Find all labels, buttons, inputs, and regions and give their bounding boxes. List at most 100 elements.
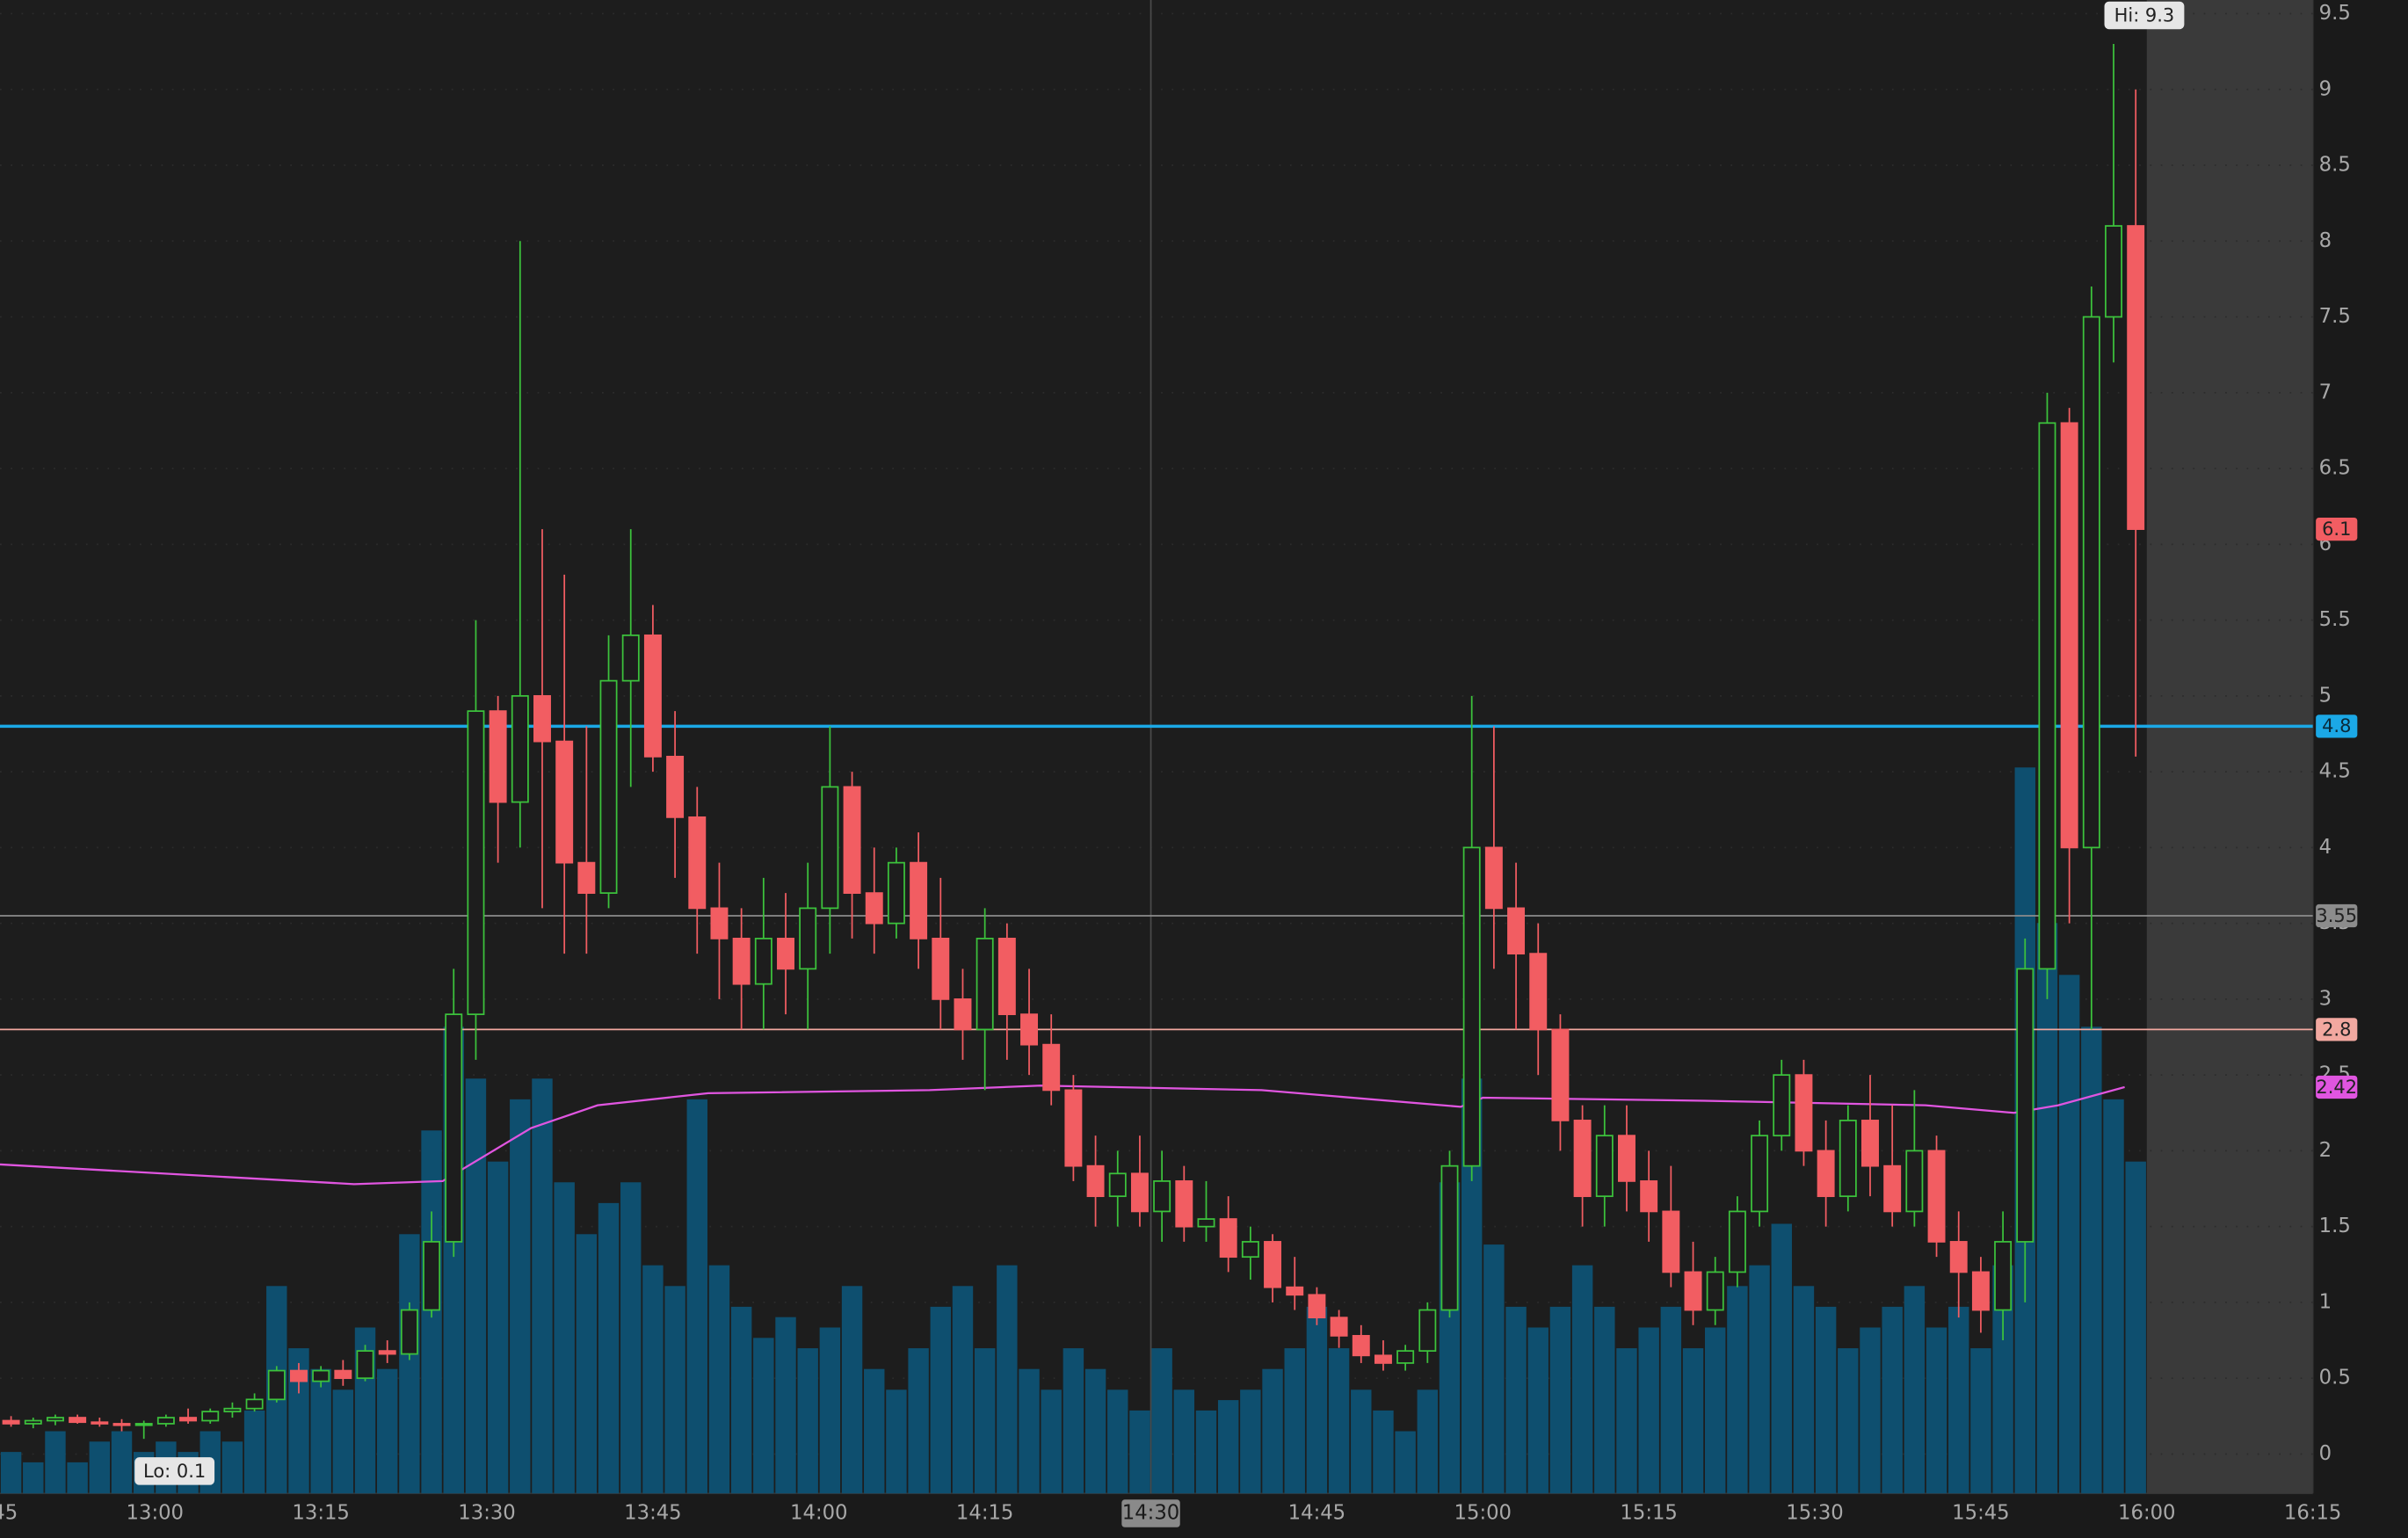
candle-body: [1684, 1271, 1702, 1311]
y-tick-label: 5: [2319, 684, 2332, 707]
volume-bar: [1860, 1327, 1881, 1494]
y-tick-label: 9: [2319, 77, 2332, 100]
candle-body: [356, 1350, 374, 1380]
volume-bar: [1151, 1348, 1172, 1494]
candle-body: [112, 1423, 131, 1426]
volume-bar: [775, 1317, 796, 1494]
candle-body: [445, 1013, 463, 1243]
candle-body: [2105, 225, 2122, 318]
level-label: 2.8: [2322, 1019, 2351, 1040]
volume-bar: [2081, 1027, 2102, 1494]
volume-bar: [243, 1410, 265, 1494]
annotation-box: [2104, 1, 2185, 30]
volume-bar: [111, 1431, 133, 1494]
volume-bar: [89, 1441, 111, 1494]
volume-bar: [1970, 1348, 1991, 1494]
candle-body: [1352, 1335, 1370, 1357]
volume-bar: [1195, 1410, 1217, 1494]
candle-body: [821, 786, 839, 910]
candle-body: [1020, 1013, 1038, 1046]
candle-body: [1086, 1164, 1105, 1198]
x-tick-label: 15:15: [1620, 1502, 1677, 1525]
candle-body: [577, 861, 596, 895]
candle-body: [1308, 1294, 1326, 1319]
volume-bar: [1240, 1389, 1261, 1494]
volume-bar: [908, 1348, 929, 1494]
candle-body: [201, 1411, 220, 1422]
candle-body: [1418, 1309, 1437, 1353]
y-tick-label: 1: [2319, 1290, 2332, 1313]
volume-bar: [376, 1368, 398, 1494]
candle-body: [1042, 1043, 1061, 1092]
volume-bar: [399, 1234, 420, 1494]
volume-bar: [997, 1265, 1018, 1494]
candle-body: [1773, 1074, 1791, 1137]
annotation-label: Lo: 0.1: [143, 1461, 206, 1482]
level-label-box: [2316, 1018, 2358, 1041]
volume-bar: [1351, 1389, 1372, 1494]
candle-body: [599, 679, 618, 895]
candle-body: [666, 755, 685, 818]
candle-body: [1706, 1271, 1724, 1311]
candle-body: [799, 907, 817, 970]
candle-body: [156, 1417, 175, 1425]
volume-bar: [598, 1202, 620, 1494]
candle-body: [1440, 1164, 1459, 1311]
x-tick-label: 14:15: [956, 1502, 1013, 1525]
volume-bar: [221, 1441, 243, 1494]
candle-body: [1728, 1210, 1746, 1273]
candle-body: [1241, 1241, 1259, 1259]
volume-bar: [1373, 1410, 1394, 1494]
candle-body: [223, 1407, 242, 1413]
candle-body: [1484, 846, 1503, 910]
candle-body: [1751, 1135, 1769, 1213]
candle-body: [1662, 1210, 1680, 1273]
candle-body: [910, 861, 928, 939]
volume-bar: [1549, 1306, 1571, 1494]
volume-bar: [753, 1338, 774, 1494]
volume-bar: [952, 1286, 974, 1494]
candle-body: [1130, 1172, 1149, 1213]
candle-body: [511, 694, 529, 803]
x-tick-label: 13:30: [458, 1502, 515, 1525]
volume-bar: [1616, 1348, 1637, 1494]
candle-body: [1551, 1028, 1570, 1121]
volume-bar: [1217, 1400, 1239, 1494]
candle-body: [777, 938, 794, 970]
y-tick-label: 5.5: [2319, 608, 2351, 631]
x-tick-label: 15:45: [1952, 1502, 2009, 1525]
candle-body: [1994, 1241, 2013, 1311]
y-tick-label: 7.5: [2319, 305, 2351, 328]
y-tick-label: 8.5: [2319, 154, 2351, 177]
candle-body: [1883, 1164, 1902, 1213]
volume-bar: [1992, 1265, 2013, 1494]
volume-bar: [1815, 1306, 1837, 1494]
candle-body: [179, 1417, 198, 1422]
volume-bar: [1904, 1286, 1926, 1494]
volume-bar: [510, 1099, 531, 1494]
candle-body: [1264, 1241, 1282, 1288]
x-tick-label: 14:00: [790, 1502, 847, 1525]
candle-body: [621, 634, 640, 682]
candle-body: [1861, 1120, 1879, 1167]
candle-body: [954, 998, 972, 1031]
volume-bar: [2036, 923, 2058, 1494]
volume-bar: [1838, 1348, 1859, 1494]
y-tick-label: 4: [2319, 836, 2332, 859]
candle-body: [24, 1419, 42, 1425]
candle-body: [865, 892, 883, 925]
candle-body: [1905, 1150, 1924, 1213]
candle-body: [245, 1398, 264, 1410]
volume-bar: [45, 1431, 66, 1494]
candle-body: [1462, 846, 1481, 1167]
volume-bar: [1129, 1410, 1150, 1494]
volume-bar: [1262, 1368, 1283, 1494]
y-tick-label: 0.5: [2319, 1367, 2351, 1389]
candle-body: [267, 1369, 286, 1401]
volume-bar: [1173, 1389, 1195, 1494]
candle-body: [1219, 1218, 1237, 1259]
candle-body: [754, 938, 772, 985]
x-tick-label: 12:45: [0, 1502, 18, 1525]
x-tick-label: 16:15: [2284, 1502, 2341, 1525]
volume-bar: [819, 1327, 841, 1494]
